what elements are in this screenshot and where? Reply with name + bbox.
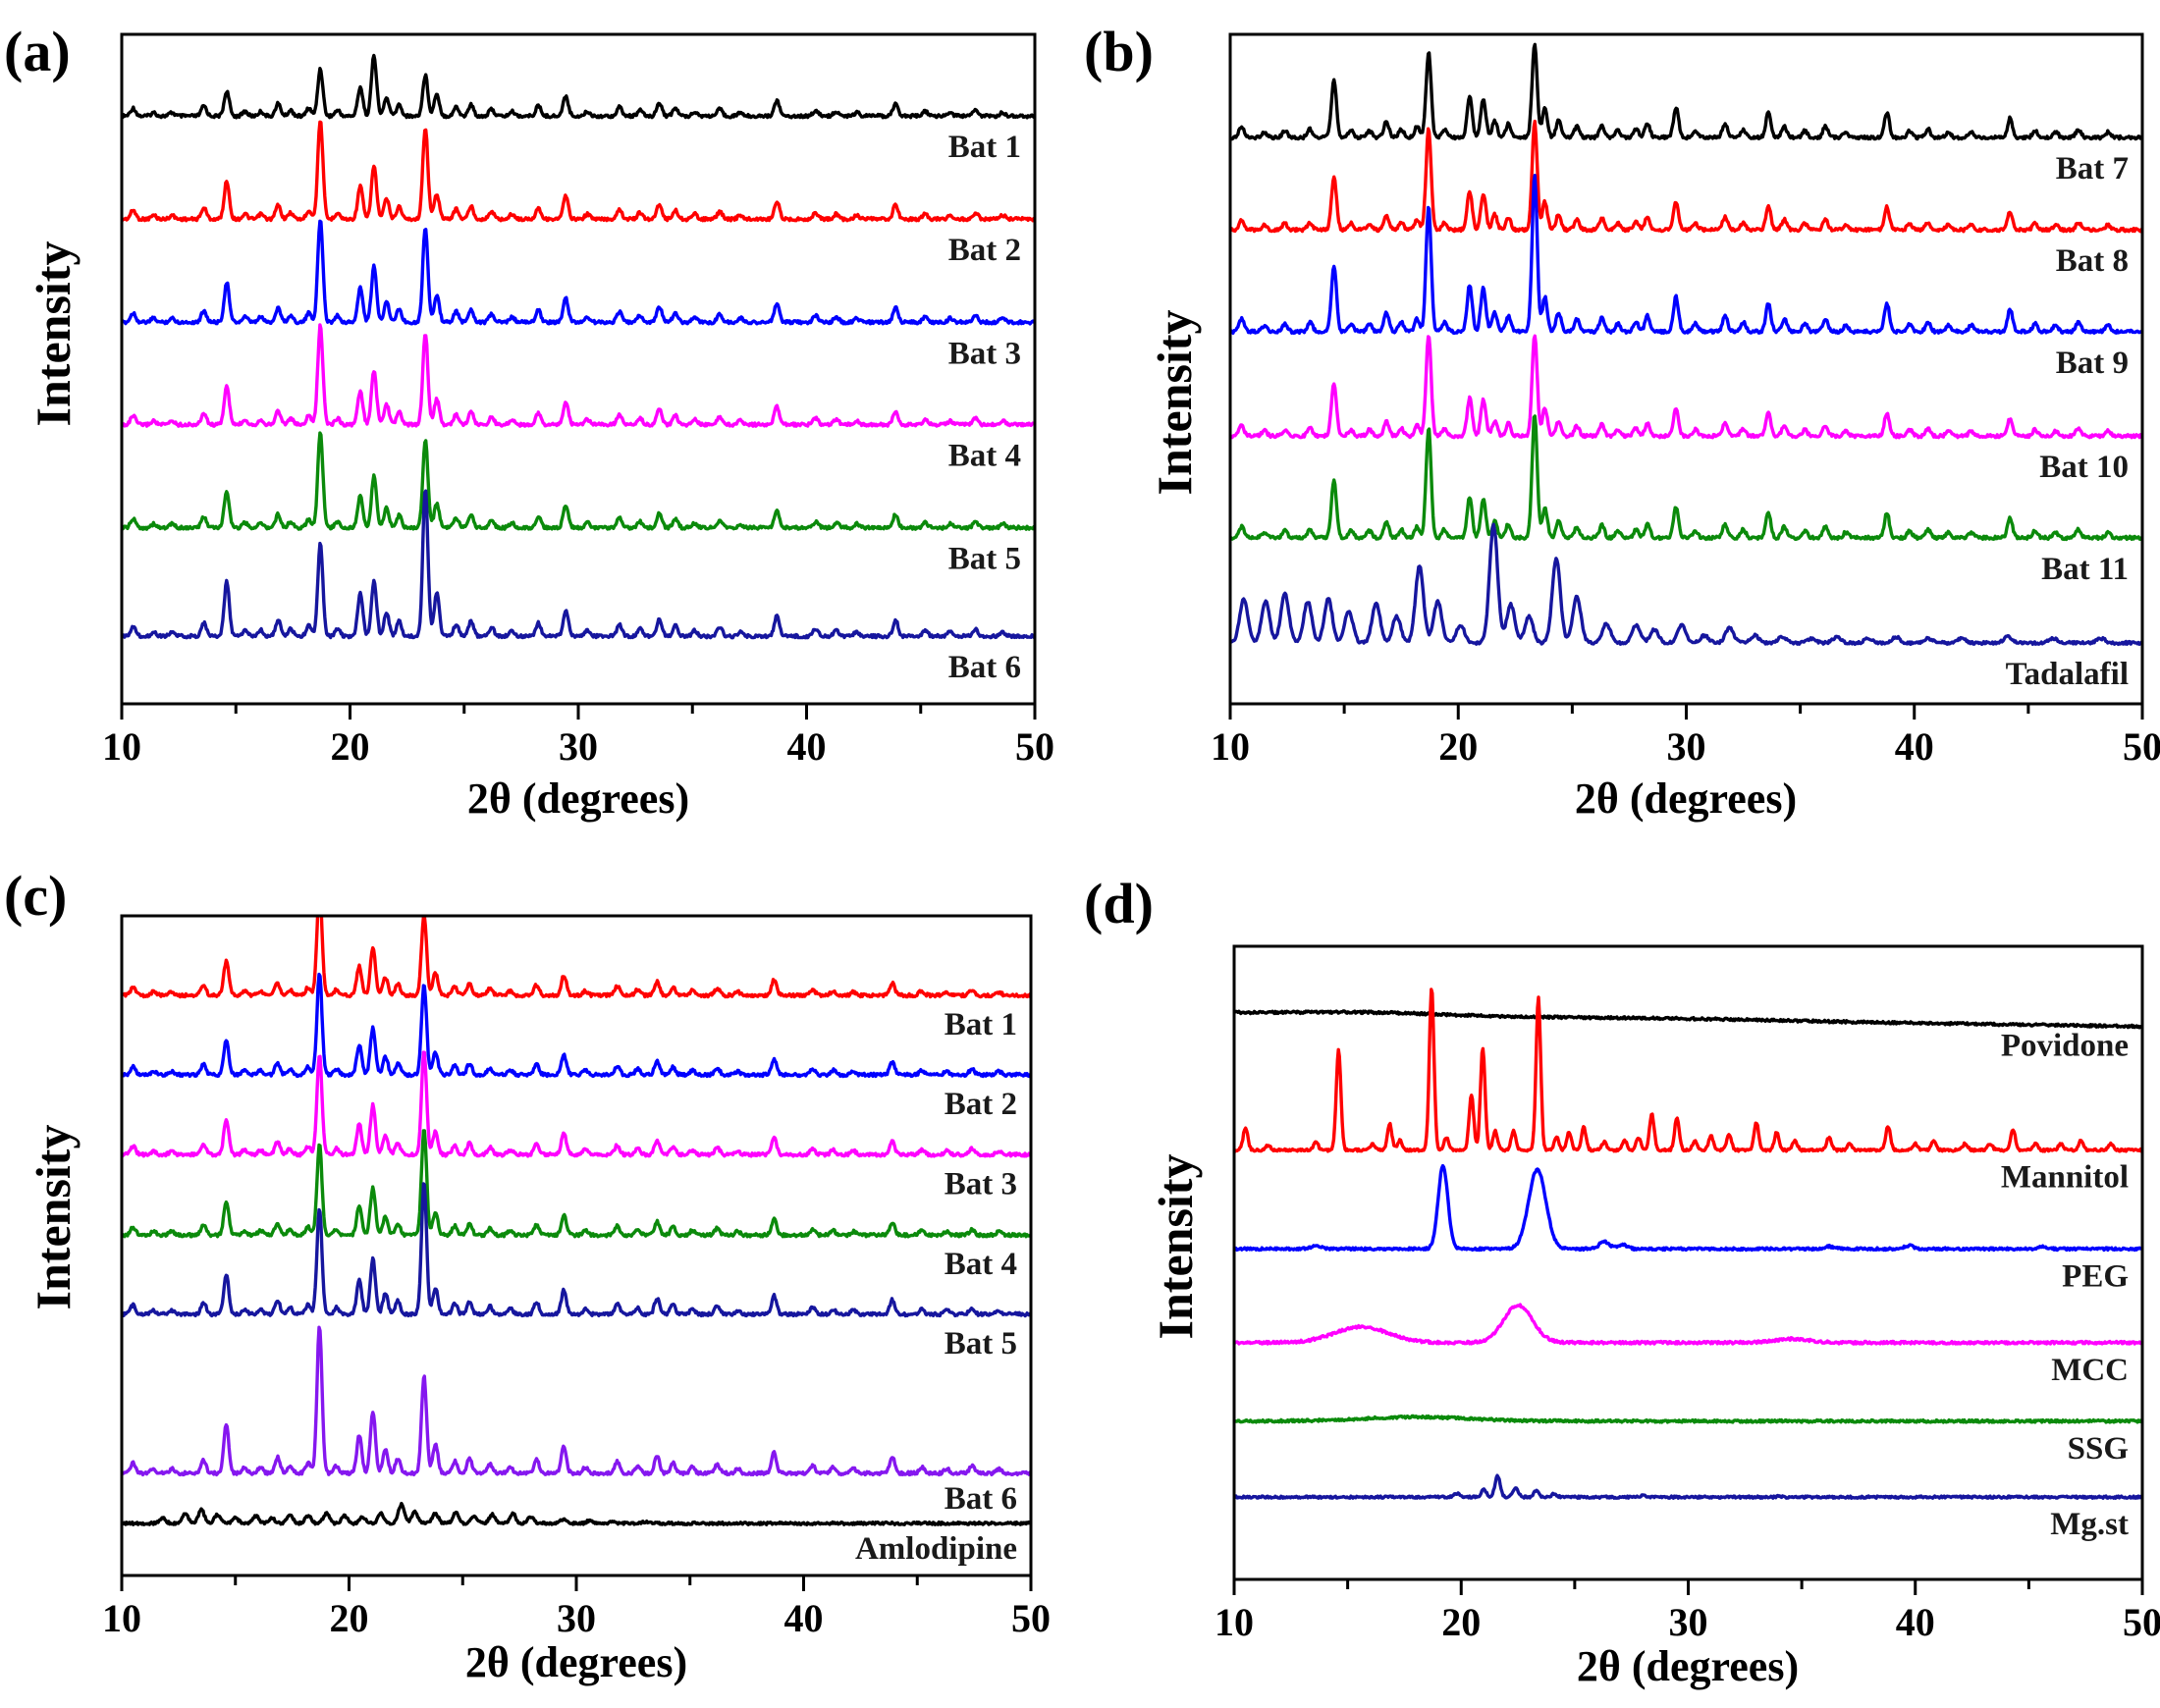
trace-tadalafil	[1231, 522, 2141, 646]
trace-bat-2	[123, 972, 1030, 1079]
trace-bat-6	[123, 1325, 1030, 1477]
x-tick-label: 40	[787, 724, 827, 769]
trace-bat-4	[123, 323, 1034, 428]
panel-c-tag: (c)	[4, 864, 68, 928]
trace-bat-1	[123, 917, 1030, 999]
x-tick-label: 30	[1669, 1600, 1708, 1644]
trace-label: Mannitol	[2001, 1160, 2129, 1196]
panel-a-tag: (a)	[4, 20, 71, 83]
trace-povidone	[1235, 1009, 2141, 1030]
trace-label: Bat 6	[948, 650, 1021, 685]
trace-label: MCC	[2051, 1353, 2129, 1388]
panel-d-tag: (d)	[1084, 872, 1154, 935]
trace-bat-3	[123, 1050, 1030, 1158]
x-tick-label: 20	[331, 724, 370, 769]
trace-label: SSG	[2068, 1431, 2129, 1467]
trace-bat-8	[1231, 119, 2141, 234]
trace-label: Bat 2	[945, 1087, 1017, 1122]
panel-c-frame	[120, 914, 1033, 1577]
trace-label: Bat 3	[945, 1166, 1017, 1201]
trace-mg-st	[1235, 1473, 2141, 1500]
panel-b-frame	[1228, 32, 2144, 706]
trace-bat-11	[1231, 414, 2141, 542]
trace-label: Bat 6	[945, 1481, 1017, 1517]
trace-label: Tadalafil	[2006, 657, 2129, 692]
trace-bat-9	[1231, 173, 2141, 336]
trace-bat-4	[123, 1129, 1030, 1239]
trace-bat-5	[123, 1182, 1030, 1318]
x-tick-label: 30	[1667, 724, 1706, 769]
trace-label: Bat 1	[945, 1007, 1017, 1042]
trace-bat-7	[1231, 42, 2141, 141]
trace-label: Amlodipine	[855, 1531, 1017, 1567]
x-tick-label: 50	[2123, 724, 2160, 769]
trace-label: Bat 5	[945, 1326, 1017, 1361]
x-tick-label: 20	[330, 1596, 369, 1640]
panel-b-x-axis-title: 2θ (degrees)	[1574, 774, 1798, 823]
x-tick-label: 40	[1896, 1600, 1935, 1644]
x-tick-label: 10	[102, 724, 141, 769]
panel-a-x-axis-title: 2θ (degrees)	[466, 774, 690, 823]
x-tick-label: 50	[1015, 724, 1054, 769]
trace-mannitol	[1235, 987, 2141, 1153]
trace-label: Bat 4	[948, 439, 1021, 474]
trace-bat-2	[123, 120, 1034, 223]
trace-bat-5	[123, 431, 1034, 531]
trace-peg	[1235, 1163, 2141, 1253]
x-tick-label: 10	[1211, 724, 1250, 769]
x-tick-label: 50	[1011, 1596, 1051, 1640]
trace-label: Bat 9	[2056, 346, 2129, 381]
panel-d-frame	[1232, 944, 2144, 1581]
trace-label: Bat 3	[948, 336, 1021, 371]
x-tick-label: 30	[557, 1596, 596, 1640]
trace-label: Bat 5	[948, 542, 1021, 577]
panel-d-plot: 10 20 30 40 50 Povidone Mannitol PEG MCC SSG Mg.st	[1215, 944, 2160, 1644]
panel-a-frame	[120, 32, 1037, 706]
trace-label: Bat 2	[948, 233, 1021, 268]
trace-label: Bat 8	[2056, 243, 2129, 279]
panel-b-tag: (b)	[1084, 20, 1154, 83]
trace-label: Mg.st	[2050, 1507, 2129, 1542]
x-tick-label: 10	[1215, 1600, 1254, 1644]
x-tick-label: 50	[2123, 1600, 2160, 1644]
trace-mcc	[1235, 1303, 2141, 1346]
panel-c-x-axis-title: 2θ (degrees)	[464, 1638, 688, 1686]
panel-a-plot: 10 20 30 40 50 Bat 1 Bat 2 Bat 3 Bat 4 Bat 5 Bat 6	[102, 32, 1054, 769]
trace-ssg	[1235, 1414, 2141, 1424]
trace-label: Bat 7	[2056, 151, 2129, 187]
x-tick-label: 40	[784, 1596, 824, 1640]
x-tick-label: 30	[559, 724, 598, 769]
trace-label: Bat 10	[2039, 450, 2129, 485]
panel-c-plot: 10 20 30 40 50 Bat 1 Bat 2 Bat 3 Bat 4 Bat 5 Bat 6…	[102, 914, 1051, 1640]
trace-label: Povidone	[2001, 1029, 2129, 1064]
x-tick-label: 20	[1441, 1600, 1481, 1644]
x-tick-label: 20	[1438, 724, 1478, 769]
panel-b-plot: 10 20 30 40 50 Bat 7 Bat 8 Bat 9 Bat 10 Bat 11 Tad…	[1211, 32, 2160, 769]
trace-amlodipine	[123, 1501, 1030, 1526]
trace-label: PEG	[2062, 1258, 2129, 1294]
trace-bat-10	[1231, 334, 2141, 440]
trace-bat-1	[123, 53, 1034, 120]
x-tick-label: 40	[1895, 724, 1934, 769]
x-tick-label: 10	[102, 1596, 141, 1640]
trace-bat-3	[123, 219, 1034, 326]
trace-label: Bat 11	[2041, 552, 2129, 587]
trace-label: Bat 1	[948, 130, 1021, 165]
panel-d-x-axis-title: 2θ (degrees)	[1576, 1642, 1800, 1690]
trace-label: Bat 4	[945, 1247, 1017, 1282]
trace-bat-6	[123, 489, 1034, 640]
